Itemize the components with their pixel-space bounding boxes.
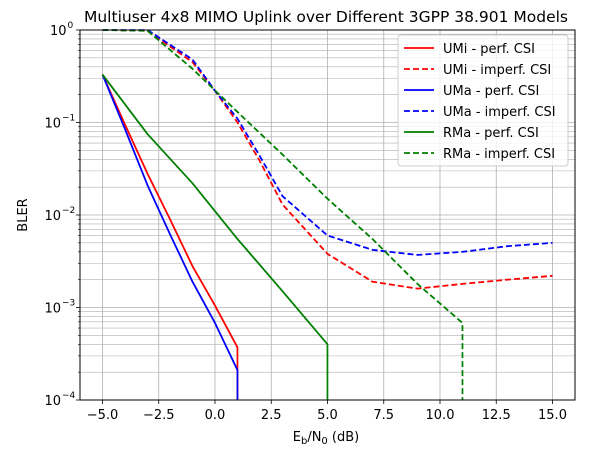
x-axis-label: Eb/N0 (dB) xyxy=(293,430,360,447)
y-axis-label: BLER xyxy=(16,198,31,231)
legend-label-0: UMi - perf. CSI xyxy=(443,42,535,57)
y-tick-exponent: −4 xyxy=(62,391,76,401)
y-tick-exponent: −1 xyxy=(62,114,75,124)
y-tick-exponent: 0 xyxy=(68,21,74,31)
x-label-main: E xyxy=(293,430,301,445)
y-tick-label: 10 xyxy=(44,302,61,317)
series-line-1 xyxy=(103,30,553,289)
legend-label-1: UMi - imperf. CSI xyxy=(443,63,551,78)
legend: UMi - perf. CSI UMi - imperf. CSI UMa - pe… xyxy=(397,34,569,167)
x-tick-label: 7.5 xyxy=(373,408,394,423)
y-tick-label: 10 xyxy=(44,394,61,409)
x-tick-label: −5.0 xyxy=(87,408,119,423)
series-line-5 xyxy=(103,30,463,400)
x-label-unit: (dB) xyxy=(328,430,359,445)
plot-series xyxy=(103,30,553,400)
legend-label-4: RMa - perf. CSI xyxy=(443,126,539,141)
x-tick-label: 12.5 xyxy=(482,408,511,423)
x-tick-label: 5.0 xyxy=(317,408,338,423)
x-tick-label: 15.0 xyxy=(538,408,567,423)
x-tick-label: 2.5 xyxy=(261,408,282,423)
series-line-3 xyxy=(103,30,553,255)
legend-label-5: RMa - imperf. CSI xyxy=(443,147,555,162)
legend-label-3: UMa - imperf. CSI xyxy=(443,105,556,120)
x-label-slash: /N xyxy=(307,430,321,445)
x-tick-label: 0.0 xyxy=(205,408,226,423)
x-label-sub1: b xyxy=(301,436,307,447)
y-tick-label: 10 xyxy=(44,209,61,224)
y-tick-exponent: −2 xyxy=(62,206,75,216)
legend-entries: UMi - perf. CSI UMi - imperf. CSI UMa - pe… xyxy=(404,42,556,162)
series-line-0 xyxy=(103,75,238,400)
x-label-sub2: 0 xyxy=(321,436,327,447)
series-line-2 xyxy=(103,75,238,400)
axis-ticks: −5.0 −2.5 0.0 2.5 5.0 7.5 10.0 12.5 15.010−410−3… xyxy=(44,21,567,423)
x-tick-label: −2.5 xyxy=(143,408,175,423)
legend-box xyxy=(397,34,569,167)
y-tick-label: 10 xyxy=(44,117,61,132)
y-tick-exponent: −3 xyxy=(62,299,75,309)
x-tick-label: 10.0 xyxy=(426,408,455,423)
legend-label-2: UMa - perf. CSI xyxy=(443,84,539,99)
y-tick-label: 10 xyxy=(50,24,67,39)
chart-title: Multiuser 4x8 MIMO Uplink over Different… xyxy=(84,8,568,26)
series-line-4 xyxy=(103,75,328,400)
